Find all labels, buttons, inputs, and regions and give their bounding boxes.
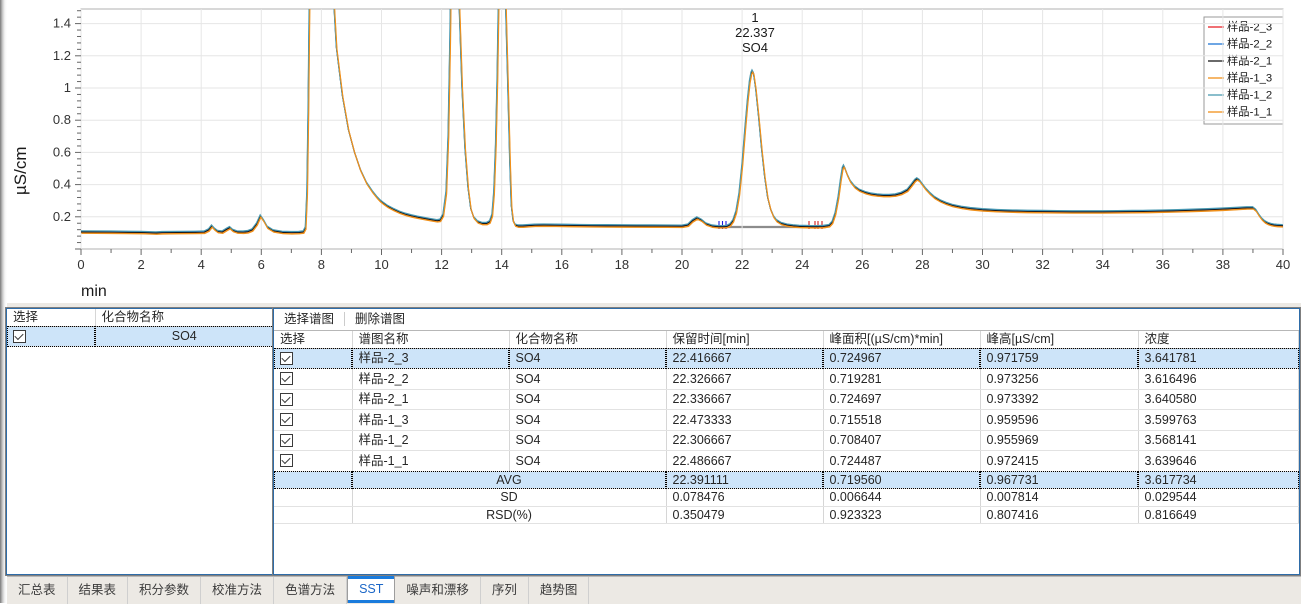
svg-text:0.2: 0.2 bbox=[53, 209, 71, 224]
svg-text:样品-2_3: 样品-2_3 bbox=[1227, 20, 1272, 34]
svg-text:20: 20 bbox=[675, 257, 689, 272]
svg-text:1.4: 1.4 bbox=[53, 16, 71, 31]
svg-text:1: 1 bbox=[64, 80, 71, 95]
svg-text:µS/cm: µS/cm bbox=[11, 146, 30, 195]
svg-text:28: 28 bbox=[915, 257, 929, 272]
svg-text:38: 38 bbox=[1216, 257, 1230, 272]
svg-text:26: 26 bbox=[855, 257, 869, 272]
svg-text:22: 22 bbox=[735, 257, 749, 272]
svg-text:10: 10 bbox=[374, 257, 388, 272]
svg-text:样品-1_1: 样品-1_1 bbox=[1227, 105, 1272, 119]
svg-text:14: 14 bbox=[494, 257, 508, 272]
svg-text:min: min bbox=[81, 283, 107, 300]
svg-text:1: 1 bbox=[751, 10, 758, 25]
svg-text:6: 6 bbox=[258, 257, 265, 272]
svg-text:12: 12 bbox=[434, 257, 448, 272]
svg-text:0.6: 0.6 bbox=[53, 144, 71, 159]
svg-text:0.4: 0.4 bbox=[53, 177, 71, 192]
svg-text:34: 34 bbox=[1095, 257, 1109, 272]
svg-text:2: 2 bbox=[137, 257, 144, 272]
svg-text:30: 30 bbox=[975, 257, 989, 272]
svg-text:0: 0 bbox=[77, 257, 84, 272]
svg-text:32: 32 bbox=[1035, 257, 1049, 272]
svg-text:36: 36 bbox=[1156, 257, 1170, 272]
svg-text:0.8: 0.8 bbox=[53, 112, 71, 127]
svg-text:40: 40 bbox=[1276, 257, 1290, 272]
svg-text:8: 8 bbox=[318, 257, 325, 272]
svg-text:样品-1_2: 样品-1_2 bbox=[1227, 88, 1272, 102]
svg-text:16: 16 bbox=[555, 257, 569, 272]
svg-text:22.337: 22.337 bbox=[735, 25, 775, 40]
svg-text:样品-2_2: 样品-2_2 bbox=[1227, 37, 1272, 51]
svg-text:18: 18 bbox=[615, 257, 629, 272]
svg-text:24: 24 bbox=[795, 257, 809, 272]
svg-text:样品-1_3: 样品-1_3 bbox=[1227, 71, 1272, 85]
svg-text:4: 4 bbox=[198, 257, 205, 272]
svg-text:1.2: 1.2 bbox=[53, 48, 71, 63]
svg-text:SO4: SO4 bbox=[742, 40, 768, 55]
